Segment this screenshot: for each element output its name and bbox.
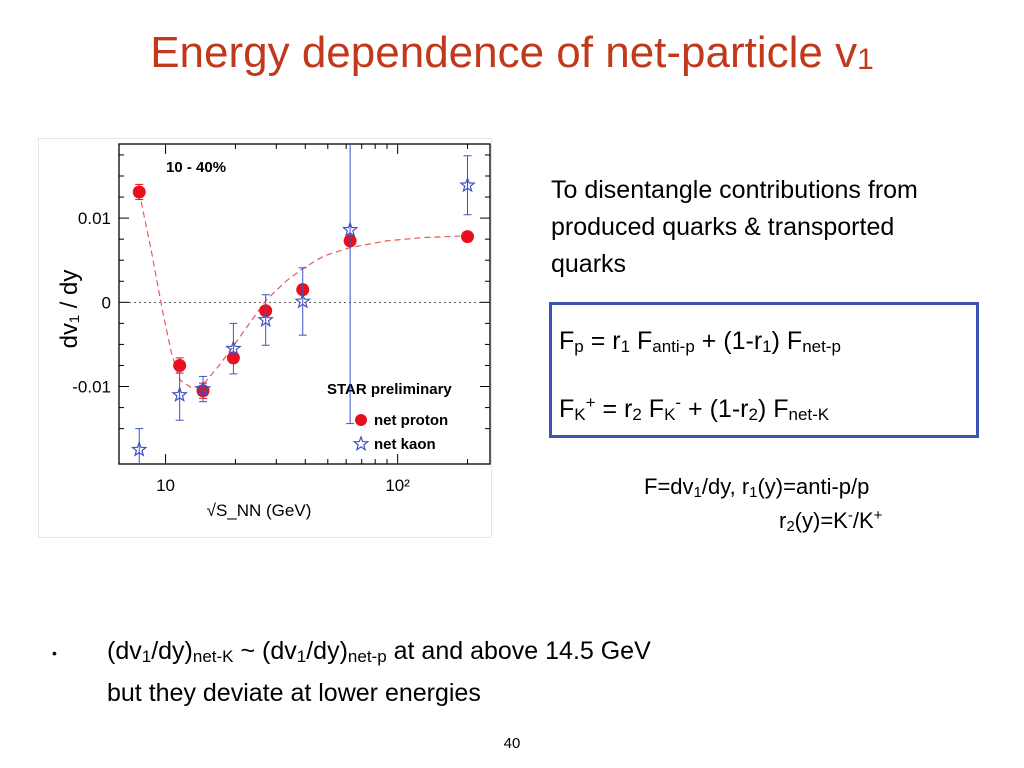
- net-proton-point: [461, 230, 475, 244]
- watermark-label: STAR preliminary: [327, 381, 452, 398]
- slide-title: Energy dependence of net-particle v1: [150, 28, 874, 77]
- chart-panel: 10 10² 0.01 0 -0.01 √S_NN (GeV) dv₁ / dy 10 - 4…: [38, 138, 492, 538]
- formula-box: [549, 302, 979, 438]
- x-tick-label: 10²: [385, 476, 410, 495]
- panel-label: 10 - 40%: [166, 159, 226, 176]
- net-kaon-point: [294, 292, 312, 309]
- net-kaon-point: [194, 380, 212, 397]
- y-tick-label: 0: [102, 293, 111, 312]
- note-line-3: quarks: [551, 250, 627, 278]
- net-kaon-point: [225, 339, 242, 356]
- formula-kaon: FK+ = r2 FK- + (1-r2) Fnet-K: [559, 393, 830, 424]
- net-kaon-point: [171, 386, 188, 402]
- legend-kaon-label: net kaon: [374, 436, 436, 453]
- y-axis-label: dv₁ / dy: [56, 270, 83, 349]
- fit-curve: [138, 191, 468, 389]
- net-kaon-point: [341, 221, 359, 238]
- legend-proton-label: net proton: [374, 412, 448, 429]
- legend-proton-marker: [355, 414, 367, 426]
- x-axis-label: √S_NN (GeV): [207, 501, 312, 520]
- formula-proton: Fp = r1 Fanti-p + (1-r1) Fnet-p: [559, 327, 841, 356]
- net-kaon-point: [459, 176, 476, 193]
- net-kaon-point: [257, 311, 274, 328]
- y-tick-label: 0.01: [78, 209, 111, 228]
- chart-svg: 10 10² 0.01 0 -0.01 √S_NN (GeV) dv₁ / dy 10 - 4…: [56, 143, 491, 520]
- y-tick-label: -0.01: [72, 378, 111, 397]
- bullet-line-2: but they deviate at lower energies: [107, 679, 481, 707]
- definition-line-1: F=dv1/dy, r1(y)=anti-p/p: [644, 474, 870, 501]
- bullet-marker: •: [52, 645, 57, 661]
- plot-frame-axes: [118, 143, 491, 465]
- bullet-line-1: (dv1/dy)net-K ~ (dv1/dy)net-p at and abo…: [107, 637, 651, 666]
- definition-line-2: r2(y)=K-/K+: [779, 507, 883, 535]
- page-number: 40: [503, 735, 521, 752]
- note-line-1: To disentangle contributions from: [551, 176, 918, 204]
- net-kaon-point: [130, 441, 148, 457]
- note-line-2: produced quarks & transported: [551, 213, 895, 241]
- net-proton-point: [173, 358, 187, 372]
- bullet-text: (dv1/dy)net-K ~ (dv1/dy)net-p at and abo…: [107, 633, 651, 711]
- net-proton-point: [132, 185, 146, 199]
- legend-kaon-marker: [352, 435, 370, 452]
- x-tick-label: 10: [156, 476, 175, 495]
